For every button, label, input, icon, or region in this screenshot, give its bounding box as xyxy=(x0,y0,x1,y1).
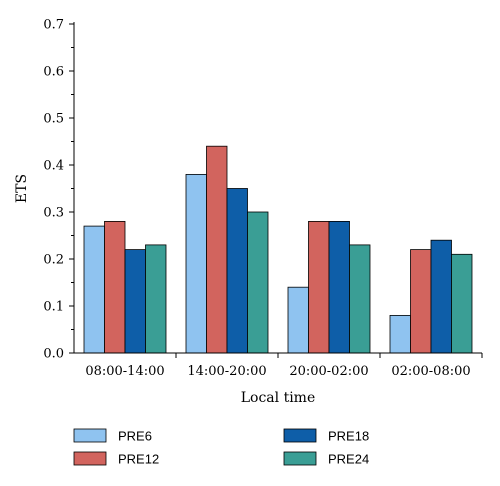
bar-pre6-4 xyxy=(389,314,411,354)
legend-swatch-pre24 xyxy=(283,451,317,466)
bar-pre6-3 xyxy=(287,286,309,354)
y-tick-label: 0.5 xyxy=(43,112,64,127)
bar-pre6-2 xyxy=(185,173,207,354)
bar-pre12-2 xyxy=(206,145,228,354)
bar-pre6-1 xyxy=(83,225,105,354)
legend-swatch-pre18 xyxy=(283,428,317,443)
y-axis-title: ETS xyxy=(14,174,30,203)
bar-pre24-4 xyxy=(451,253,473,354)
y-tick-label: 0.6 xyxy=(43,65,64,80)
bar-pre24-1 xyxy=(145,244,167,354)
bar-pre18-1 xyxy=(124,249,146,354)
legend-swatch-pre6 xyxy=(73,428,107,443)
legend-label-pre18: PRE18 xyxy=(328,429,369,444)
x-axis-ticks: 08:00-14:00 14:00-20:00 20:00-02:00 02:00-0… xyxy=(85,353,483,379)
y-axis-ticks: 0.0 0.1 0.2 0.3 0.4 0.5 0.6 0.7 xyxy=(43,18,74,362)
bar-pre24-2 xyxy=(247,211,269,354)
bar-pre18-3 xyxy=(328,220,350,354)
x-tick-label: 20:00-02:00 xyxy=(289,364,368,379)
x-axis-title: Local time xyxy=(241,390,316,406)
bar-pre24-3 xyxy=(349,244,371,354)
bar-pre18-2 xyxy=(226,188,248,354)
y-tick-label: 0.2 xyxy=(43,253,64,268)
bar-pre12-1 xyxy=(104,220,126,354)
x-tick-label: 08:00-14:00 xyxy=(85,364,164,379)
legend-label-pre12: PRE12 xyxy=(118,452,159,467)
legend-swatch-pre12 xyxy=(73,451,107,466)
x-tick-label: 02:00-08:00 xyxy=(391,364,470,379)
plot-area xyxy=(83,145,473,354)
y-tick-label: 0.4 xyxy=(43,159,64,174)
y-tick-label: 0.0 xyxy=(43,347,64,362)
bar-pre12-3 xyxy=(308,220,330,354)
y-tick-label: 0.7 xyxy=(43,18,64,33)
legend: PRE6 PRE12 PRE18 PRE24 xyxy=(73,428,369,467)
y-tick-label: 0.3 xyxy=(43,206,64,221)
bar-pre18-4 xyxy=(430,239,452,354)
y-tick-label: 0.1 xyxy=(43,300,64,315)
bar-pre12-4 xyxy=(410,249,432,354)
legend-label-pre6: PRE6 xyxy=(118,429,152,444)
x-tick-label: 14:00-20:00 xyxy=(187,364,266,379)
legend-label-pre24: PRE24 xyxy=(328,452,369,467)
